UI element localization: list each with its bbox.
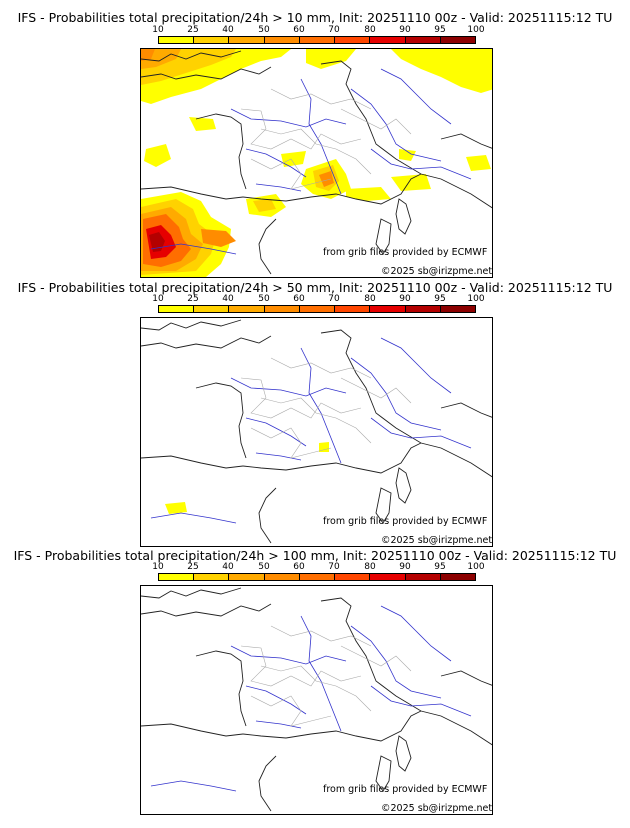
- admin-boundaries: [240, 357, 412, 459]
- colorbar-swatch: [370, 37, 406, 43]
- colorbar-tick: 90: [399, 562, 411, 572]
- panel-2-copyright: ©2025 sb@irizpme.net: [381, 535, 493, 546]
- colorbar-tick: 60: [293, 562, 305, 572]
- panel-1-title: IFS - Probabilities total precipitation/…: [17, 10, 613, 25]
- colorbar-swatch: [299, 574, 336, 580]
- coastlines: [141, 319, 492, 544]
- colorbar-swatch: [159, 306, 195, 312]
- panel-2-title: IFS - Probabilities total precipitation/…: [17, 280, 613, 295]
- colorbar-swatch: [440, 37, 475, 43]
- panel-3-colorbar: [158, 573, 476, 581]
- panel-3-colorbar-ticks: 10 25 40 50 60 70 80 90 95 100: [152, 562, 484, 572]
- coastlines: [141, 587, 492, 812]
- admin-boundaries: [240, 625, 412, 727]
- panel-2-colorbar-ticks: 10 25 40 50 60 70 80 90 95 100: [152, 294, 484, 304]
- colorbar-tick: 70: [328, 294, 340, 304]
- colorbar-tick: 25: [187, 562, 199, 572]
- rivers: [150, 337, 472, 524]
- precip-probability-shading: [165, 442, 329, 514]
- panel-3-map[interactable]: from grib files provided by ECMWF ©2025 …: [140, 585, 493, 815]
- colorbar-tick: 70: [328, 562, 340, 572]
- colorbar-tick: 100: [467, 562, 485, 572]
- colorbar-swatch: [335, 306, 371, 312]
- colorbar-tick: 60: [293, 294, 305, 304]
- colorbar-tick: 50: [258, 25, 270, 35]
- rivers: [150, 605, 472, 792]
- colorbar-tick: 10: [152, 25, 164, 35]
- colorbar-swatch: [440, 574, 475, 580]
- colorbar-swatch: [405, 37, 441, 43]
- colorbar-tick: 95: [434, 25, 446, 35]
- colorbar-swatch: [370, 306, 406, 312]
- panel-3-map-drawing: [141, 587, 492, 812]
- colorbar-swatch: [405, 574, 441, 580]
- colorbar-tick: 10: [152, 294, 164, 304]
- colorbar-tick: 70: [328, 25, 340, 35]
- colorbar-swatch: [264, 306, 300, 312]
- colorbar-swatch: [229, 37, 265, 43]
- colorbar-tick: 90: [399, 25, 411, 35]
- panel-2-colorbar: [158, 305, 476, 313]
- colorbar-swatch: [159, 574, 195, 580]
- colorbar-swatch: [440, 306, 475, 312]
- panel-1-map[interactable]: from grib files provided by ECMWF ©2025 …: [140, 48, 493, 278]
- colorbar-swatch: [335, 574, 371, 580]
- colorbar-tick: 10: [152, 562, 164, 572]
- panel-2-map[interactable]: from grib files provided by ECMWF ©2025 …: [140, 317, 493, 547]
- panel-1-colorbar: [158, 36, 476, 44]
- colorbar-swatch: [370, 574, 406, 580]
- precip-probability-shading: [141, 49, 492, 277]
- admin-boundaries: [240, 88, 412, 190]
- colorbar-tick: 60: [293, 25, 305, 35]
- colorbar-tick: 80: [364, 562, 376, 572]
- panel-2-map-drawing: [141, 319, 492, 544]
- colorbar-swatch: [229, 574, 265, 580]
- colorbar-tick: 50: [258, 562, 270, 572]
- colorbar-tick: 40: [222, 294, 234, 304]
- panel-1-credit: from grib files provided by ECMWF: [323, 247, 488, 258]
- coastlines: [141, 50, 492, 275]
- rivers: [150, 68, 472, 255]
- colorbar-swatch: [229, 306, 265, 312]
- colorbar-tick: 95: [434, 294, 446, 304]
- colorbar-tick: 80: [364, 25, 376, 35]
- panel-3-title: IFS - Probabilities total precipitation/…: [13, 548, 617, 563]
- panel-1-colorbar-ticks: 10 25 40 50 60 70 80 90 95 100: [152, 25, 484, 35]
- colorbar-swatch: [264, 574, 300, 580]
- colorbar-tick: 25: [187, 25, 199, 35]
- colorbar-tick: 40: [222, 562, 234, 572]
- colorbar-swatch: [194, 306, 230, 312]
- panel-2-credit: from grib files provided by ECMWF: [323, 516, 488, 527]
- colorbar-tick: 100: [467, 25, 485, 35]
- panel-1-copyright: ©2025 sb@irizpme.net: [381, 266, 493, 277]
- panel-3-credit: from grib files provided by ECMWF: [323, 784, 488, 795]
- colorbar-tick: 80: [364, 294, 376, 304]
- colorbar-tick: 40: [222, 25, 234, 35]
- colorbar-tick: 50: [258, 294, 270, 304]
- colorbar-swatch: [405, 306, 441, 312]
- colorbar-swatch: [194, 574, 230, 580]
- colorbar-swatch: [299, 306, 336, 312]
- colorbar-tick: 95: [434, 562, 446, 572]
- panel-3-copyright: ©2025 sb@irizpme.net: [381, 803, 493, 814]
- colorbar-swatch: [335, 37, 371, 43]
- colorbar-swatch: [194, 37, 230, 43]
- colorbar-tick: 100: [467, 294, 485, 304]
- colorbar-swatch: [264, 37, 300, 43]
- colorbar-swatch: [299, 37, 336, 43]
- colorbar-swatch: [159, 37, 195, 43]
- colorbar-tick: 90: [399, 294, 411, 304]
- colorbar-tick: 25: [187, 294, 199, 304]
- panel-1-map-drawing: [141, 49, 492, 277]
